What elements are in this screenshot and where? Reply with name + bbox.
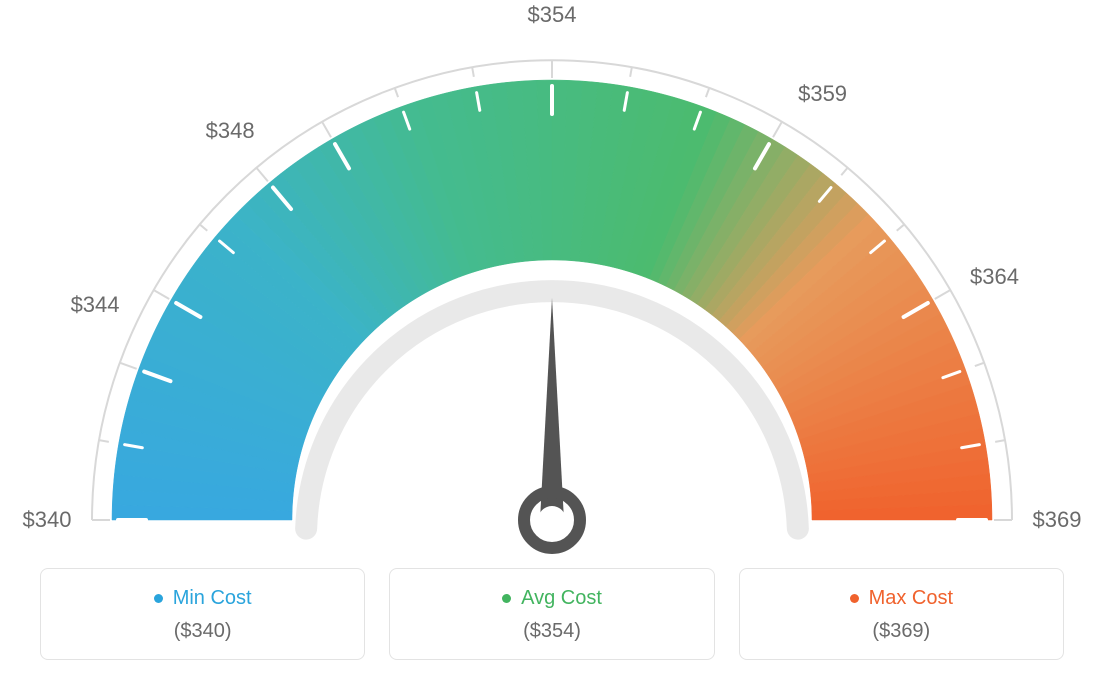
legend-card-min: Min Cost ($340) — [40, 568, 365, 660]
legend-dot-min — [154, 594, 163, 603]
cost-gauge-container: $340 $344 $348 $354 $359 $364 $369 Min Cost ($… — [0, 0, 1104, 690]
gauge-tick-label: $340 — [23, 507, 72, 533]
legend-value-avg: ($354) — [390, 620, 713, 643]
legend-card-avg: Avg Cost ($354) — [389, 568, 714, 660]
gauge-tick-label: $364 — [970, 264, 1019, 290]
legend-label-max: Max Cost — [869, 587, 953, 610]
legend-dot-max — [850, 594, 859, 603]
gauge-chart: $340 $344 $348 $354 $359 $364 $369 — [0, 0, 1104, 560]
gauge-tick-label: $344 — [71, 292, 120, 318]
gauge-tick-label: $369 — [1033, 507, 1082, 533]
legend-dot-avg — [502, 594, 511, 603]
legend-title-min: Min Cost — [154, 587, 252, 610]
gauge-tick-label: $354 — [528, 2, 577, 28]
legend-row: Min Cost ($340) Avg Cost ($354) Max Cost… — [40, 568, 1064, 660]
legend-value-min: ($340) — [41, 620, 364, 643]
legend-card-max: Max Cost ($369) — [739, 568, 1064, 660]
legend-value-max: ($369) — [740, 620, 1063, 643]
legend-label-min: Min Cost — [173, 587, 252, 610]
gauge-svg — [0, 0, 1104, 560]
gauge-tick-label: $359 — [798, 81, 847, 107]
gauge-tick-label: $348 — [206, 118, 255, 144]
legend-title-max: Max Cost — [850, 587, 953, 610]
legend-title-avg: Avg Cost — [502, 587, 602, 610]
legend-label-avg: Avg Cost — [521, 587, 602, 610]
